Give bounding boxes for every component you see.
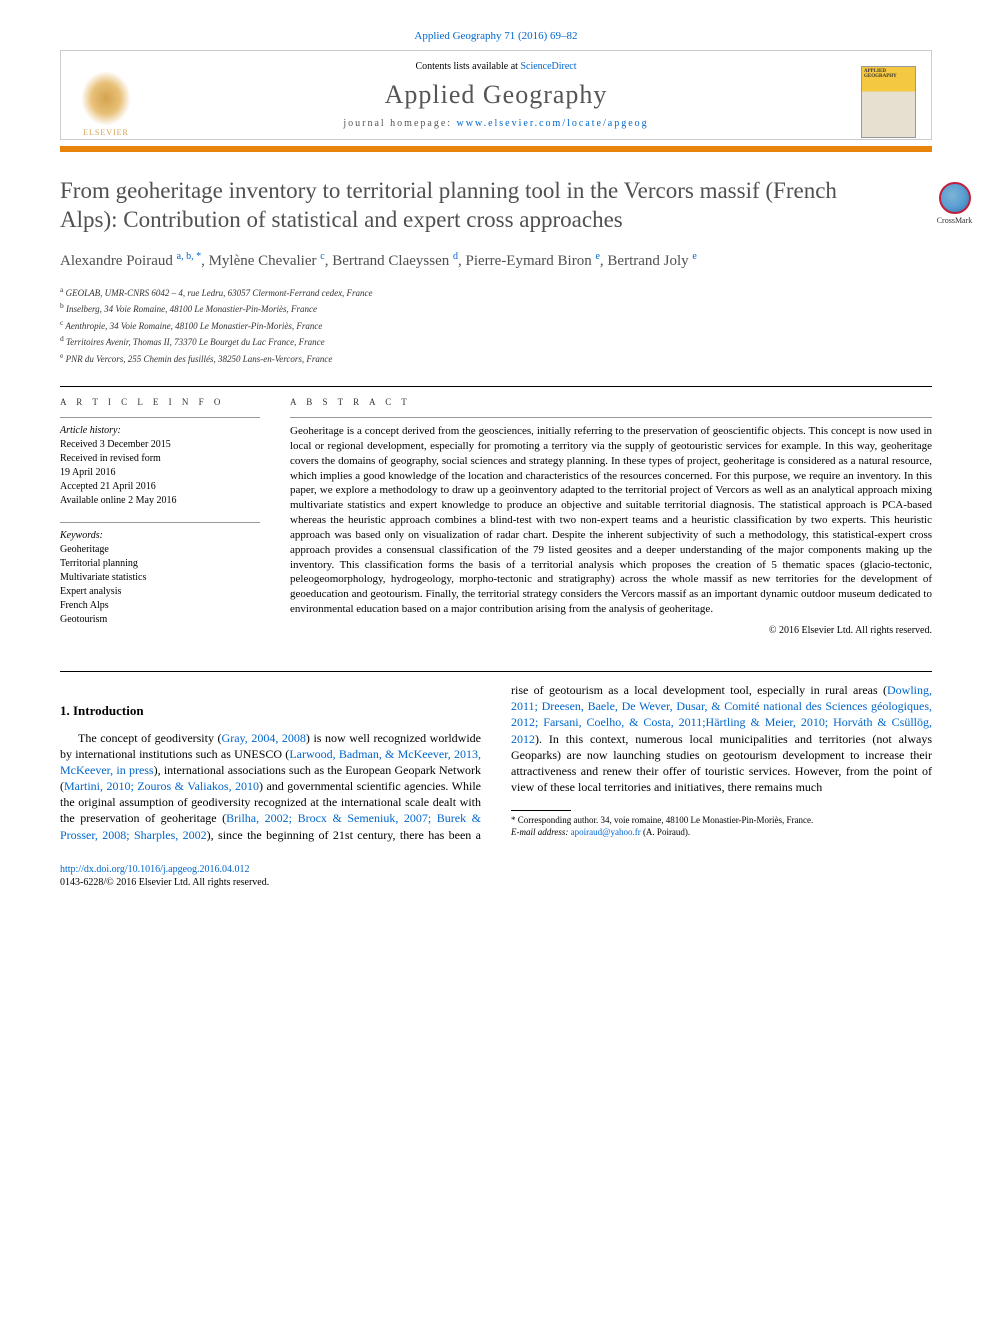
divider [60,386,932,387]
elsevier-logo: ELSEVIER [76,71,136,141]
article-info-heading: A R T I C L E I N F O [60,397,260,407]
doi-block: http://dx.doi.org/10.1016/j.apgeog.2016.… [60,863,932,889]
author-email-link[interactable]: apoiraud@yahoo.fr [571,827,641,837]
contents-list-line: Contents lists available at ScienceDirec… [76,61,916,72]
publisher-name: ELSEVIER [83,128,129,137]
abstract-block: A B S T R A C T Geoheritage is a concept… [290,397,932,641]
author-list: Alexandre Poiraud a, b, *, Mylène Cheval… [60,250,932,272]
article-info-sidebar: A R T I C L E I N F O Article history: R… [60,397,260,641]
info-divider [60,417,260,418]
article-title: From geoheritage inventory to territoria… [60,177,932,235]
journal-homepage-link[interactable]: www.elsevier.com/locate/apgeog [457,118,649,129]
divider [60,671,932,672]
journal-cover-thumbnail: APPLIED GEOGRAPHY [861,66,916,138]
history-lines: Received 3 December 2015Received in revi… [60,438,260,508]
abstract-text: Geoheritage is a concept derived from th… [290,424,932,617]
history-label: Article history: [60,424,260,438]
crossmark-badge[interactable]: CrossMark [927,182,982,226]
keyword-lines: GeoheritageTerritorial planningMultivari… [60,543,260,627]
email-footnote: E-mail address: apoiraud@yahoo.fr (A. Po… [511,827,932,839]
footnote-separator [511,810,571,811]
affiliation-list: a GEOLAB, UMR-CNRS 6042 – 4, rue Ledru, … [60,284,932,367]
journal-name: Applied Geography [76,80,916,110]
doi-link[interactable]: http://dx.doi.org/10.1016/j.apgeog.2016.… [60,864,250,875]
section-heading-intro: 1. Introduction [60,702,481,720]
corresponding-author-footnote: * Corresponding author. 34, voie romaine… [511,815,932,827]
abstract-heading: A B S T R A C T [290,397,932,407]
journal-header: ELSEVIER APPLIED GEOGRAPHY Contents list… [60,50,932,140]
body-columns: 1. Introduction The concept of geodivers… [60,682,932,843]
crossmark-icon [939,182,971,214]
citation-line: Applied Geography 71 (2016) 69–82 [60,30,932,42]
abstract-divider [290,417,932,418]
issn-copyright: 0143-6228/© 2016 Elsevier Ltd. All right… [60,877,269,888]
keywords-label: Keywords: [60,529,260,543]
journal-homepage-line: journal homepage: www.elsevier.com/locat… [76,118,916,129]
abstract-copyright: © 2016 Elsevier Ltd. All rights reserved… [290,625,932,636]
accent-bar [60,146,932,152]
info-divider [60,522,260,523]
sciencedirect-link[interactable]: ScienceDirect [520,61,576,72]
